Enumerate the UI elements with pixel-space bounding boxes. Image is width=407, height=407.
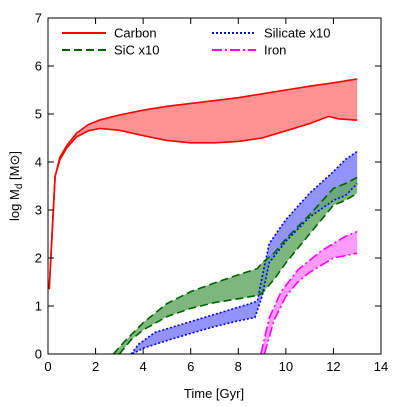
line-silicate-x10-lower	[132, 183, 358, 354]
line-iron-upper	[260, 230, 358, 354]
line-iron-lower	[263, 252, 358, 354]
y-tick-label: 4	[35, 155, 42, 170]
y-tick-label: 5	[35, 107, 42, 122]
plot-frame	[47, 17, 382, 355]
line-carbon-upper	[48, 78, 358, 290]
x-tick-label: 10	[279, 359, 293, 374]
band-carbon	[49, 79, 358, 290]
series-bands	[49, 79, 358, 354]
legend-label-sic-x10: SiC x10	[114, 43, 160, 58]
line-sic-x10-lower	[118, 192, 358, 354]
y-tick-label: 0	[35, 347, 42, 362]
x-tick-label: 4	[140, 359, 147, 374]
y-axis-label: log Md [M⊙]	[7, 151, 25, 221]
legend: Carbon Silicate x10 SiC x10 Iron	[62, 26, 330, 58]
y-axis: 0 1 2 3 4 5 6 7	[35, 11, 381, 362]
line-sic-x10-upper	[112, 176, 358, 354]
y-tick-label: 3	[35, 203, 42, 218]
x-tick-label: 2	[92, 359, 99, 374]
y-tick-label: 1	[35, 299, 42, 314]
y-axis-label-sub: d	[14, 184, 25, 190]
y-tick-label: 6	[35, 59, 42, 74]
x-axis: 0 2 4 6 8 10 12 14	[44, 18, 388, 374]
y-tick-label: 7	[35, 11, 42, 26]
y-axis-label-main: log M	[7, 189, 22, 221]
x-axis-label: Time [Gyr]	[184, 386, 244, 401]
x-tick-label: 12	[326, 359, 340, 374]
x-tick-label: 14	[374, 359, 388, 374]
line-silicate-x10-upper	[130, 150, 358, 354]
band-iron	[260, 231, 358, 354]
series-lines	[48, 78, 358, 354]
x-tick-label: 8	[235, 359, 242, 374]
legend-label-iron: Iron	[264, 43, 286, 58]
legend-label-carbon: Carbon	[114, 26, 157, 41]
y-tick-label: 2	[35, 251, 42, 266]
legend-label-silicate-x10: Silicate x10	[264, 26, 330, 41]
x-tick-label: 0	[44, 359, 51, 374]
x-tick-label: 6	[187, 359, 194, 374]
band-sic-x10	[113, 177, 358, 354]
line-carbon-lower	[48, 115, 358, 290]
y-axis-label-unit: [M⊙]	[7, 151, 22, 184]
band-silicate-x10	[131, 151, 358, 354]
